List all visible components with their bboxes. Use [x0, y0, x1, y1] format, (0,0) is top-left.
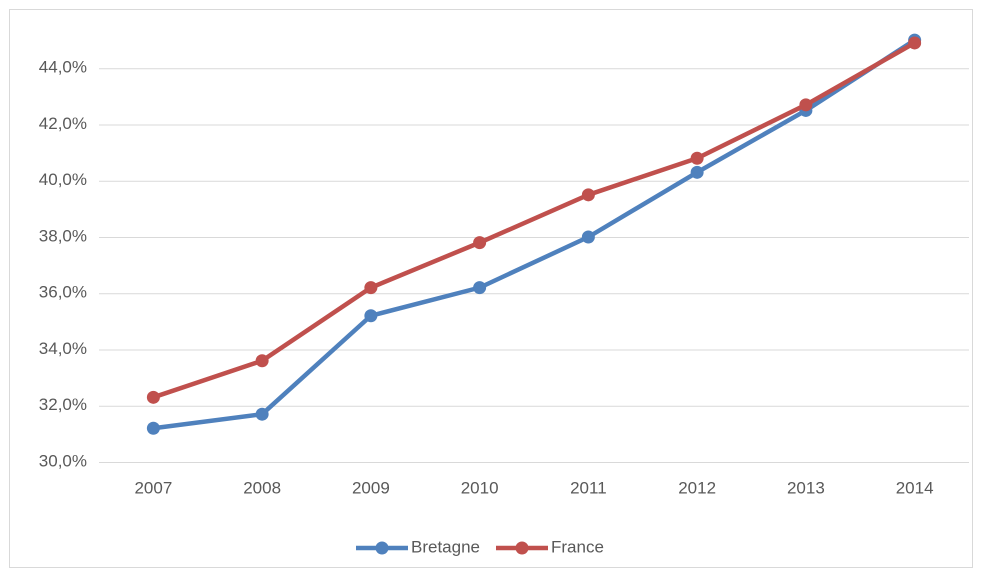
y-tick-label: 40,0%	[39, 170, 87, 189]
legend-label: France	[551, 537, 604, 556]
y-tick-label: 44,0%	[39, 58, 87, 77]
y-tick-label: 36,0%	[39, 283, 87, 302]
data-point	[364, 309, 378, 323]
series-line	[152, 40, 916, 400]
series-line	[153, 38, 916, 431]
data-point	[799, 98, 813, 112]
y-tick-label: 42,0%	[39, 114, 87, 133]
data-point	[473, 236, 487, 250]
data-point	[690, 151, 704, 165]
y-tick-label: 32,0%	[39, 395, 87, 414]
x-tick-label: 2007	[134, 478, 172, 497]
data-point	[255, 407, 269, 421]
y-tick-label: 30,0%	[39, 451, 87, 470]
x-tick-label: 2012	[678, 478, 716, 497]
data-point	[581, 188, 595, 202]
x-tick-label: 2008	[243, 478, 281, 497]
data-point	[690, 165, 704, 179]
data-point	[364, 281, 378, 295]
x-tick-label: 2013	[787, 478, 825, 497]
x-tick-label: 2014	[896, 478, 934, 497]
x-tick-label: 2009	[352, 478, 390, 497]
legend-marker	[515, 541, 529, 555]
legend-label: Bretagne	[411, 537, 480, 556]
data-point	[146, 390, 160, 404]
data-point	[581, 230, 595, 244]
y-tick-label: 34,0%	[39, 339, 87, 358]
data-point	[146, 421, 160, 435]
data-point	[473, 281, 487, 295]
x-tick-label: 2011	[570, 478, 607, 497]
y-tick-label: 38,0%	[39, 226, 87, 245]
legend-marker	[375, 541, 389, 555]
data-point	[908, 36, 922, 50]
data-point	[255, 354, 269, 368]
x-tick-label: 2010	[461, 478, 499, 497]
